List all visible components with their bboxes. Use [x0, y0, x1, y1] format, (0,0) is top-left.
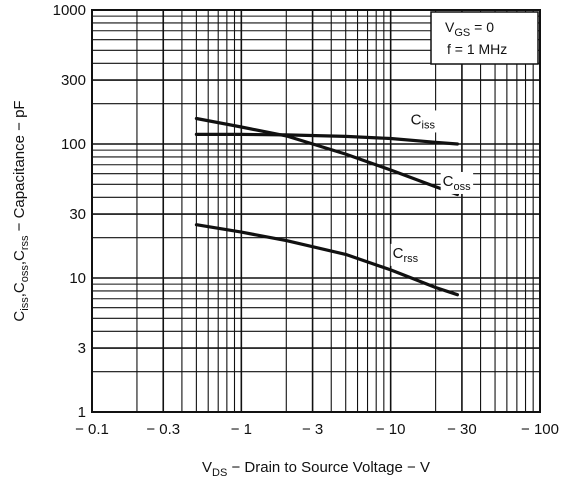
y-tick-label: 1000 [53, 2, 86, 19]
condition-vgs: VGS = 0 [445, 19, 494, 39]
x-tick-label: − 3 [302, 421, 323, 438]
series-line-ciss [194, 132, 459, 146]
y-tick-label: 1 [78, 404, 86, 421]
x-tick-label: − 1 [231, 421, 252, 438]
y-axis-label: Ciss,Coss,Crss − Capacitance − pF [11, 100, 31, 321]
x-tick-label: − 10 [376, 421, 406, 438]
series-label-coss: Coss [443, 173, 471, 193]
series-line-coss [194, 116, 459, 197]
series-label-crss: Crss [393, 245, 419, 265]
x-tick-labels: − 0.1 − 0.3 − 1 − 3 − 10 − 30 − 100 [75, 421, 559, 438]
series-label-background [440, 171, 474, 194]
series-label-background [390, 243, 421, 266]
x-tick-label: − 0.1 [75, 421, 109, 438]
y-tick-label: 30 [69, 206, 86, 223]
series-labels: Ciss Coss Crss [390, 110, 474, 266]
y-tick-label: 10 [69, 270, 86, 287]
series-label-background [408, 110, 438, 133]
y-tick-label: 100 [61, 136, 86, 153]
conditions-box: VGS = 0 f = 1 MHz [430, 11, 539, 65]
x-tick-label: − 100 [521, 421, 559, 438]
grid [92, 10, 540, 412]
y-tick-label: 3 [78, 340, 86, 357]
condition-frequency: f = 1 MHz [447, 41, 507, 57]
x-tick-label: − 0.3 [146, 421, 180, 438]
y-tick-label: 300 [61, 72, 86, 89]
plot-frame [91, 9, 541, 413]
x-tick-label: − 30 [447, 421, 477, 438]
conditions-box-frame [430, 11, 539, 65]
series-line-crss [194, 223, 459, 297]
x-axis-label: VDS − Drain to Source Voltage − V [202, 459, 430, 479]
y-tick-labels: 1 3 10 30 100 300 1000 [53, 2, 86, 421]
curves [194, 116, 459, 297]
series-label-ciss: Ciss [411, 111, 436, 131]
